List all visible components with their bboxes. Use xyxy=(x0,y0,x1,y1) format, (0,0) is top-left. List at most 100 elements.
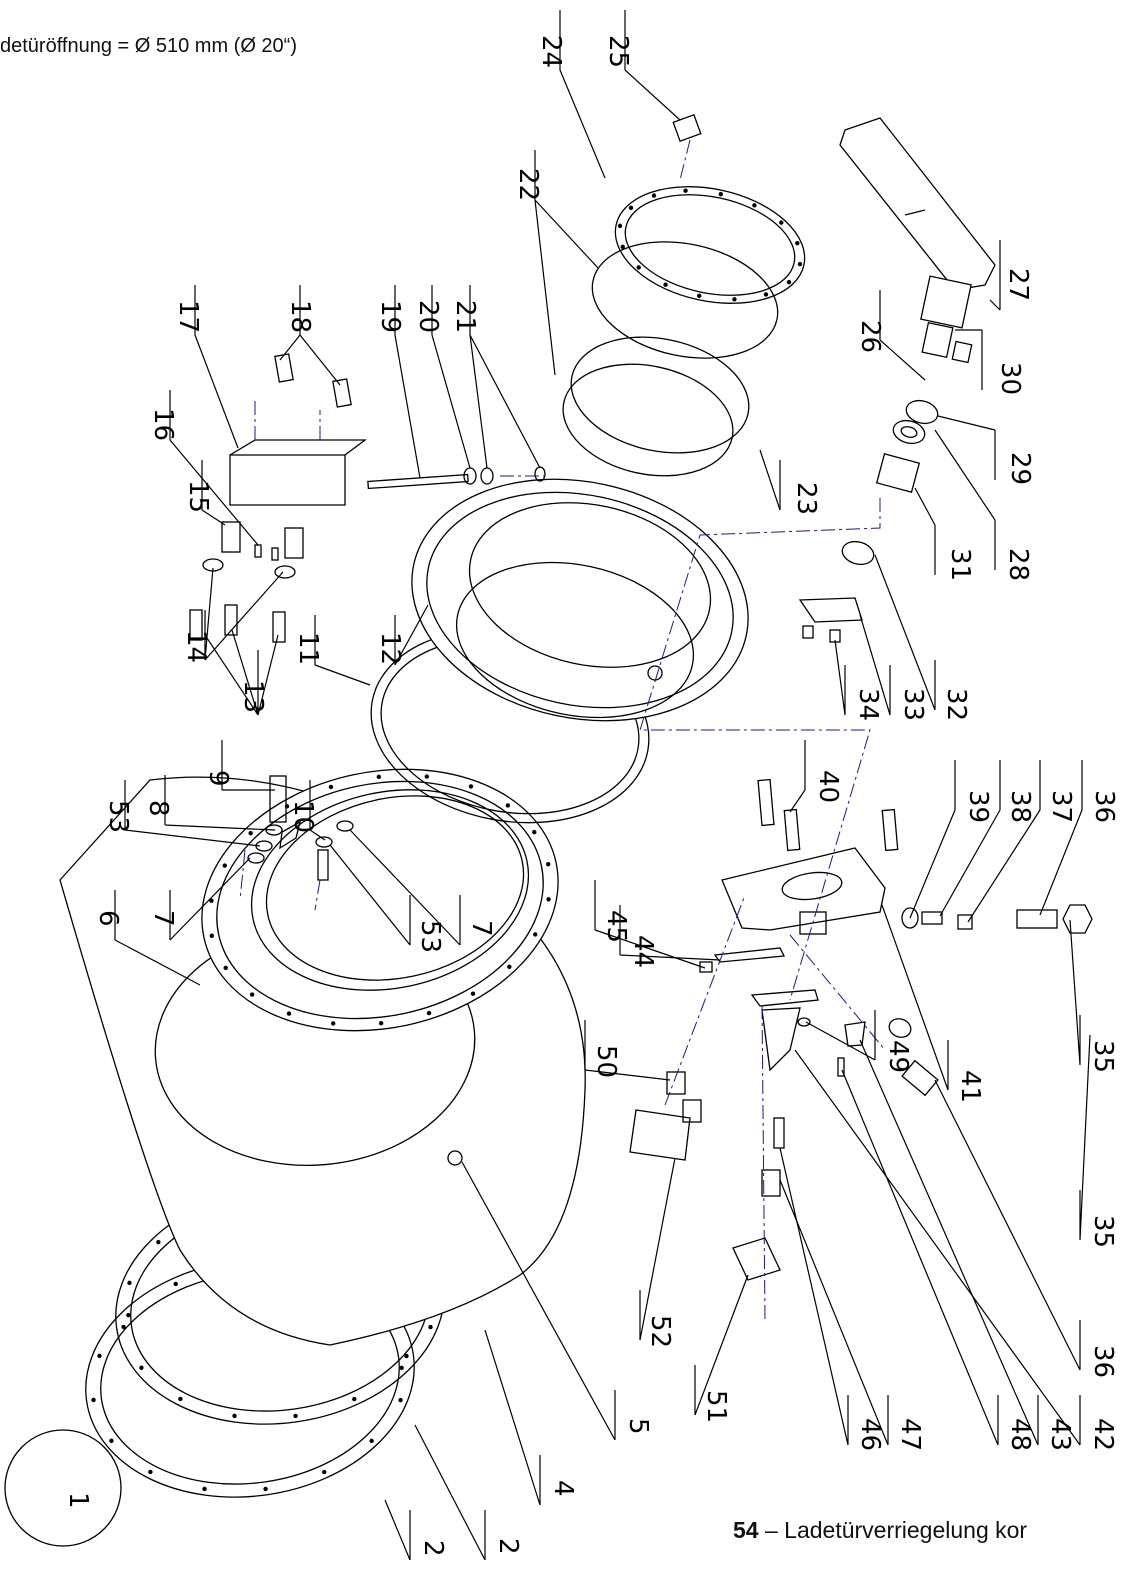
mounting-flange-bolt-hole xyxy=(352,1396,357,1402)
part-number-label: 45 xyxy=(601,910,631,943)
leader-line xyxy=(1079,1034,1091,1241)
catch-48 xyxy=(844,1021,866,1047)
leader-line xyxy=(329,844,411,946)
door-frame-mid xyxy=(216,780,544,1020)
part-number-label: 33 xyxy=(898,688,928,721)
window-ring-bolt-hole xyxy=(786,279,792,285)
screw-34a xyxy=(802,625,814,639)
footer-caption-number: 54 xyxy=(733,1517,759,1543)
part-number-label: 53 xyxy=(103,800,133,833)
part-number-label: 23 xyxy=(791,482,821,515)
door-frame-bolt-hole xyxy=(286,1011,292,1016)
leader-line xyxy=(967,760,1041,923)
part-number-label: 24 xyxy=(536,35,566,68)
part-number-label: 12 xyxy=(375,632,405,665)
part-number-label: 5 xyxy=(623,1418,653,1435)
bolt-18a xyxy=(274,353,294,383)
centre-line xyxy=(239,849,246,901)
fitting-38 xyxy=(921,911,943,925)
leader-line xyxy=(384,1499,411,1561)
window-ring-bolt-hole xyxy=(617,223,623,229)
part-number-label: 26 xyxy=(855,320,885,353)
leader-line xyxy=(1069,919,1081,1066)
part-number-label: 14 xyxy=(181,630,211,663)
window-gasket-upper xyxy=(591,241,779,359)
leader-line xyxy=(461,1161,616,1441)
spring-52 xyxy=(629,1109,691,1161)
nut-35 xyxy=(1062,904,1093,934)
leader-line xyxy=(874,554,936,711)
part-number-label: 47 xyxy=(895,1418,925,1451)
window-ring-bolt-hole xyxy=(620,244,625,249)
leader-line xyxy=(624,10,681,121)
leader-line xyxy=(414,1424,486,1561)
door-frame-bolt-hole xyxy=(249,992,255,997)
leader-line xyxy=(204,629,279,716)
part-number-label: 19 xyxy=(375,300,405,333)
nut-47 xyxy=(761,1169,781,1197)
bolt-40a xyxy=(757,778,775,827)
door-frame-bolt-hole xyxy=(330,1021,336,1026)
leader-line xyxy=(484,1329,541,1506)
part-number-label: 6 xyxy=(93,910,123,927)
leader-line xyxy=(639,1157,676,1341)
leader-line xyxy=(879,290,926,381)
window-ring-inner xyxy=(624,194,796,296)
mounting-flange-bolt-hole xyxy=(178,1396,183,1402)
leader-line xyxy=(914,487,936,575)
leader-line xyxy=(789,740,806,813)
nut-53b xyxy=(315,836,333,848)
nut-50a xyxy=(666,1071,686,1095)
door-frame-bolt-hole xyxy=(222,863,227,868)
part-number-label: 1 xyxy=(63,1492,93,1509)
part-number-label: 34 xyxy=(853,688,883,721)
part-number-label: 16 xyxy=(148,408,178,441)
bolt-9 xyxy=(269,775,287,823)
door-frame-bolt-hole xyxy=(424,774,430,779)
washer-14b xyxy=(274,565,296,579)
screw-13c xyxy=(272,611,286,643)
part-number-label: 28 xyxy=(1003,548,1033,581)
leader-line xyxy=(934,429,996,570)
part-number-label: 36 xyxy=(1088,1345,1118,1378)
footer-caption-text: – Ladetürverriegelung kor xyxy=(758,1517,1028,1543)
mounting-flange-bolt-hole xyxy=(232,1413,237,1419)
gasket-ring-bolt-hole xyxy=(97,1353,102,1359)
part-number-label: 11 xyxy=(293,632,323,665)
part-number-label: 46 xyxy=(855,1418,885,1451)
leader-line xyxy=(309,780,326,841)
leader-line xyxy=(469,285,541,469)
bolt-18b xyxy=(332,378,352,408)
window-ring-bolt-hole xyxy=(651,193,657,198)
window-gasket-lower xyxy=(562,363,734,477)
centre-line xyxy=(761,1004,766,1321)
leader-line xyxy=(124,780,261,847)
leader-line xyxy=(794,1049,1081,1446)
leader-line xyxy=(559,10,606,179)
gasket-ring-bolt-hole xyxy=(398,1397,403,1403)
door-frame-inner xyxy=(250,789,530,991)
spring-15a xyxy=(221,521,241,553)
part-number-label: 44 xyxy=(628,935,658,968)
window-ring-bolt-hole xyxy=(795,241,800,246)
elbow-37 xyxy=(957,914,973,930)
leader-line xyxy=(194,285,239,449)
door-body-bottom xyxy=(455,561,695,719)
centre-line xyxy=(664,894,746,1106)
pin-16b xyxy=(271,547,279,561)
door-frame-bolt-hole xyxy=(470,991,476,996)
door-frame-bolt-hole xyxy=(468,784,474,789)
gasket-ring-bolt-hole xyxy=(369,1438,374,1444)
spring-15b xyxy=(284,527,304,559)
screw-13a xyxy=(189,609,203,641)
leader-line xyxy=(169,857,251,941)
part-number-label: 30 xyxy=(995,362,1025,395)
window-ring-bolt-hole xyxy=(628,205,634,211)
part-number-label: 7 xyxy=(148,910,178,927)
door-frame-window xyxy=(279,820,301,850)
bracket-33 xyxy=(798,597,863,623)
part-number-label: 13 xyxy=(238,680,268,713)
window-ring-bolt-hole xyxy=(663,282,668,287)
gasket-ring-bolt-hole xyxy=(126,1312,131,1318)
